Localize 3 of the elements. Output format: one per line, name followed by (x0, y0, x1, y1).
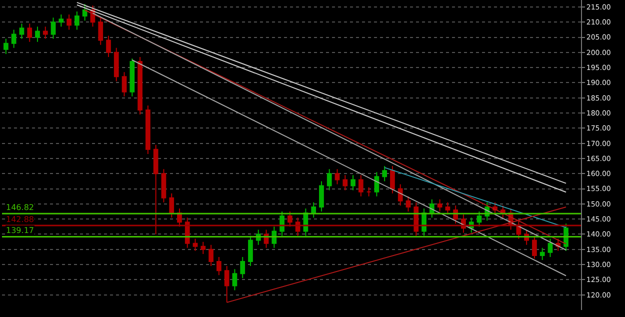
ref-line-label: 139.17 (6, 226, 34, 235)
ref-line-label: 146.82 (6, 203, 34, 212)
ref-line-label: 142.88 (6, 215, 34, 224)
